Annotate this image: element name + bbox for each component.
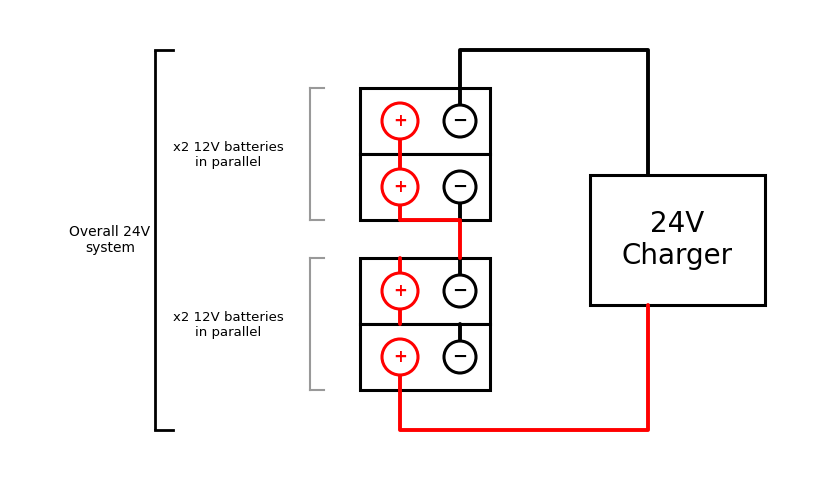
Bar: [360, 88, 490, 154]
Bar: [590, 175, 765, 305]
Circle shape: [382, 103, 418, 139]
Text: x2 12V batteries
in parallel: x2 12V batteries in parallel: [173, 311, 283, 339]
Text: −: −: [452, 112, 468, 130]
Text: +: +: [393, 282, 407, 300]
Bar: [360, 324, 490, 390]
Text: +: +: [393, 178, 407, 196]
Circle shape: [444, 341, 476, 373]
Circle shape: [382, 339, 418, 375]
Text: Overall 24V
system: Overall 24V system: [69, 225, 151, 255]
Text: −: −: [452, 178, 468, 196]
Circle shape: [444, 105, 476, 137]
Text: +: +: [393, 348, 407, 366]
Bar: [360, 258, 490, 324]
Text: +: +: [393, 112, 407, 130]
Circle shape: [382, 169, 418, 205]
Circle shape: [444, 171, 476, 203]
Text: −: −: [452, 348, 468, 366]
Text: x2 12V batteries
in parallel: x2 12V batteries in parallel: [173, 141, 283, 169]
Text: −: −: [452, 282, 468, 300]
Circle shape: [382, 273, 418, 309]
Bar: [360, 154, 490, 220]
Text: 24V
Charger: 24V Charger: [622, 210, 733, 270]
Circle shape: [444, 275, 476, 307]
